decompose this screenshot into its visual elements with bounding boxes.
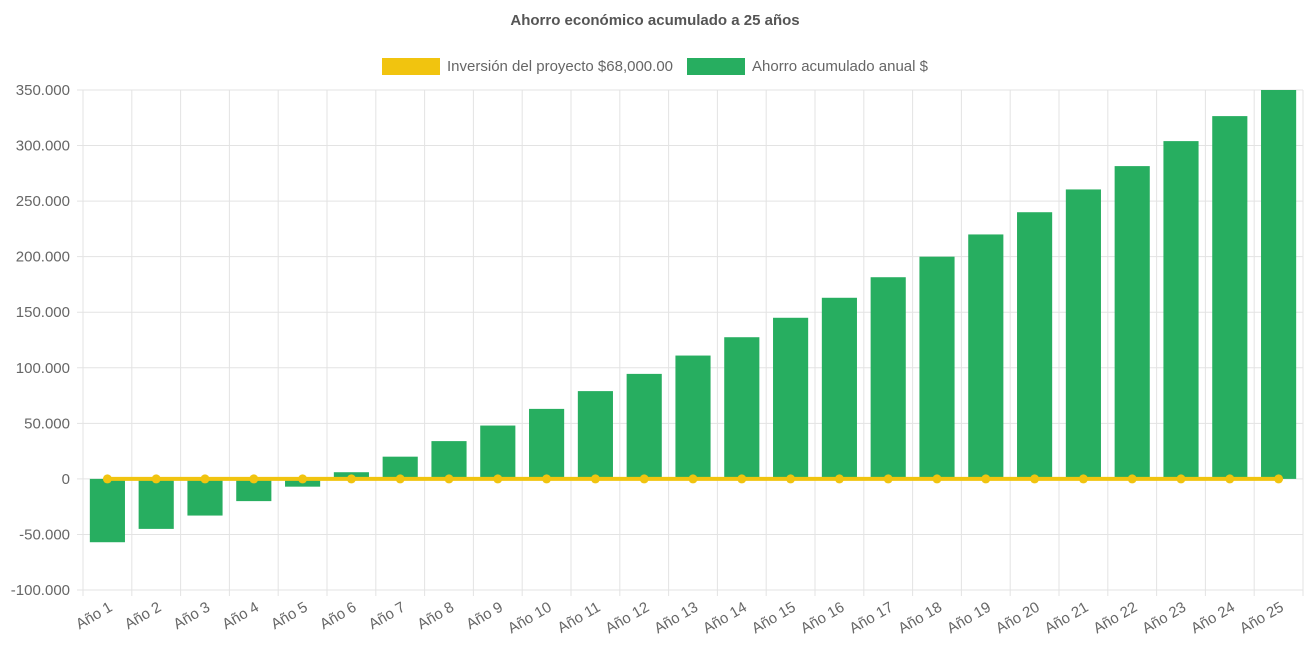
x-tick-label: Año 8 [415,599,457,633]
point-investment[interactable] [639,474,649,484]
y-tick-label: 50.000 [24,415,70,432]
bar-savings[interactable] [968,234,1004,479]
x-tick-label: Año 4 [219,599,261,633]
point-investment[interactable] [688,474,698,484]
x-tick-label: Año 3 [171,599,213,633]
bar-savings[interactable] [675,355,711,479]
x-tick-label: Año 22 [1091,599,1141,637]
y-tick-label: 200.000 [16,249,70,266]
bar-savings[interactable] [236,478,272,502]
legend-swatch-savings [687,58,746,75]
point-investment[interactable] [1225,474,1235,484]
legend-item-savings[interactable]: Ahorro acumulado anual $ [687,58,928,75]
x-tick-label: Año 12 [603,599,653,637]
y-tick-label: 0 [62,471,70,488]
x-tick-label: Año 15 [749,599,799,637]
point-investment[interactable] [883,474,893,484]
chart-title: Ahorro económico acumulado a 25 años [510,12,800,29]
point-investment[interactable] [1274,474,1284,484]
legend-label-investment: Inversión del proyecto $68,000.00 [447,58,674,75]
bar-savings[interactable] [1261,90,1297,479]
point-investment[interactable] [444,474,454,484]
x-tick-label: Año 24 [1188,599,1238,637]
y-tick-label: 100.000 [16,360,70,377]
bar-savings[interactable] [431,441,467,479]
point-investment[interactable] [1030,474,1040,484]
legend-item-investment[interactable]: Inversión del proyecto $68,000.00 [382,58,673,75]
x-tick-label: Año 5 [268,599,310,633]
bar-savings[interactable] [529,408,565,479]
point-investment[interactable] [737,474,747,484]
point-investment[interactable] [786,474,796,484]
x-tick-label: Año 11 [555,599,604,637]
bar-savings[interactable] [919,256,955,479]
point-investment[interactable] [1127,474,1137,484]
y-tick-label: -50.000 [19,526,70,543]
x-tick-label: Año 23 [1139,599,1189,637]
point-investment[interactable] [395,474,405,484]
x-tick-label: Año 9 [463,599,505,633]
point-investment[interactable] [932,474,942,484]
bar-savings[interactable] [821,297,857,479]
x-tick-label: Año 6 [317,599,359,633]
point-investment[interactable] [346,474,356,484]
bar-savings[interactable] [89,478,125,543]
bar-savings[interactable] [187,478,223,516]
bar-savings[interactable] [480,425,516,479]
x-tick-label: Año 10 [505,599,555,637]
bar-savings[interactable] [724,337,760,479]
point-investment[interactable] [981,474,991,484]
x-tick-label: Año 2 [122,599,164,633]
legend: Inversión del proyecto $68,000.00 Ahorro… [0,58,1310,75]
bar-savings[interactable] [773,317,809,479]
y-tick-label: 250.000 [16,193,70,210]
bar-savings[interactable] [138,478,174,529]
point-investment[interactable] [1176,474,1186,484]
legend-label-savings: Ahorro acumulado anual $ [752,58,928,75]
y-tick-label: 300.000 [16,138,70,155]
legend-swatch-investment [382,58,441,75]
point-investment[interactable] [834,474,844,484]
point-investment[interactable] [590,474,600,484]
bar-savings[interactable] [1212,116,1248,479]
bar-savings[interactable] [1114,166,1150,479]
bar-savings[interactable] [870,277,906,479]
point-investment[interactable] [298,474,308,484]
y-tick-label: 150.000 [16,304,70,321]
point-investment[interactable] [493,474,503,484]
x-tick-label: Año 18 [895,599,945,637]
x-tick-label: Año 19 [944,599,994,637]
y-tick-label: -100.000 [11,582,70,599]
x-tick-label: Año 17 [847,599,897,637]
bar-savings[interactable] [1017,212,1053,479]
point-investment[interactable] [200,474,210,484]
x-tick-label: Año 14 [700,599,750,637]
bar-savings[interactable] [1065,189,1101,479]
x-tick-label: Año 20 [993,599,1043,637]
point-investment[interactable] [102,474,112,484]
x-tick-label: Año 13 [651,599,701,637]
x-tick-label: Año 25 [1237,599,1287,637]
bar-savings[interactable] [626,373,662,479]
bar-savings[interactable] [1163,141,1199,479]
x-tick-label: Año 1 [73,599,115,633]
bar-savings[interactable] [382,456,418,479]
x-tick-label: Año 7 [366,599,408,633]
bar-savings[interactable] [577,391,613,479]
point-investment[interactable] [1078,474,1088,484]
x-tick-label: Año 16 [798,599,848,637]
y-tick-label: 350.000 [16,82,70,99]
point-investment[interactable] [151,474,161,484]
point-investment[interactable] [249,474,259,484]
point-investment[interactable] [542,474,552,484]
x-tick-label: Año 21 [1042,599,1092,637]
